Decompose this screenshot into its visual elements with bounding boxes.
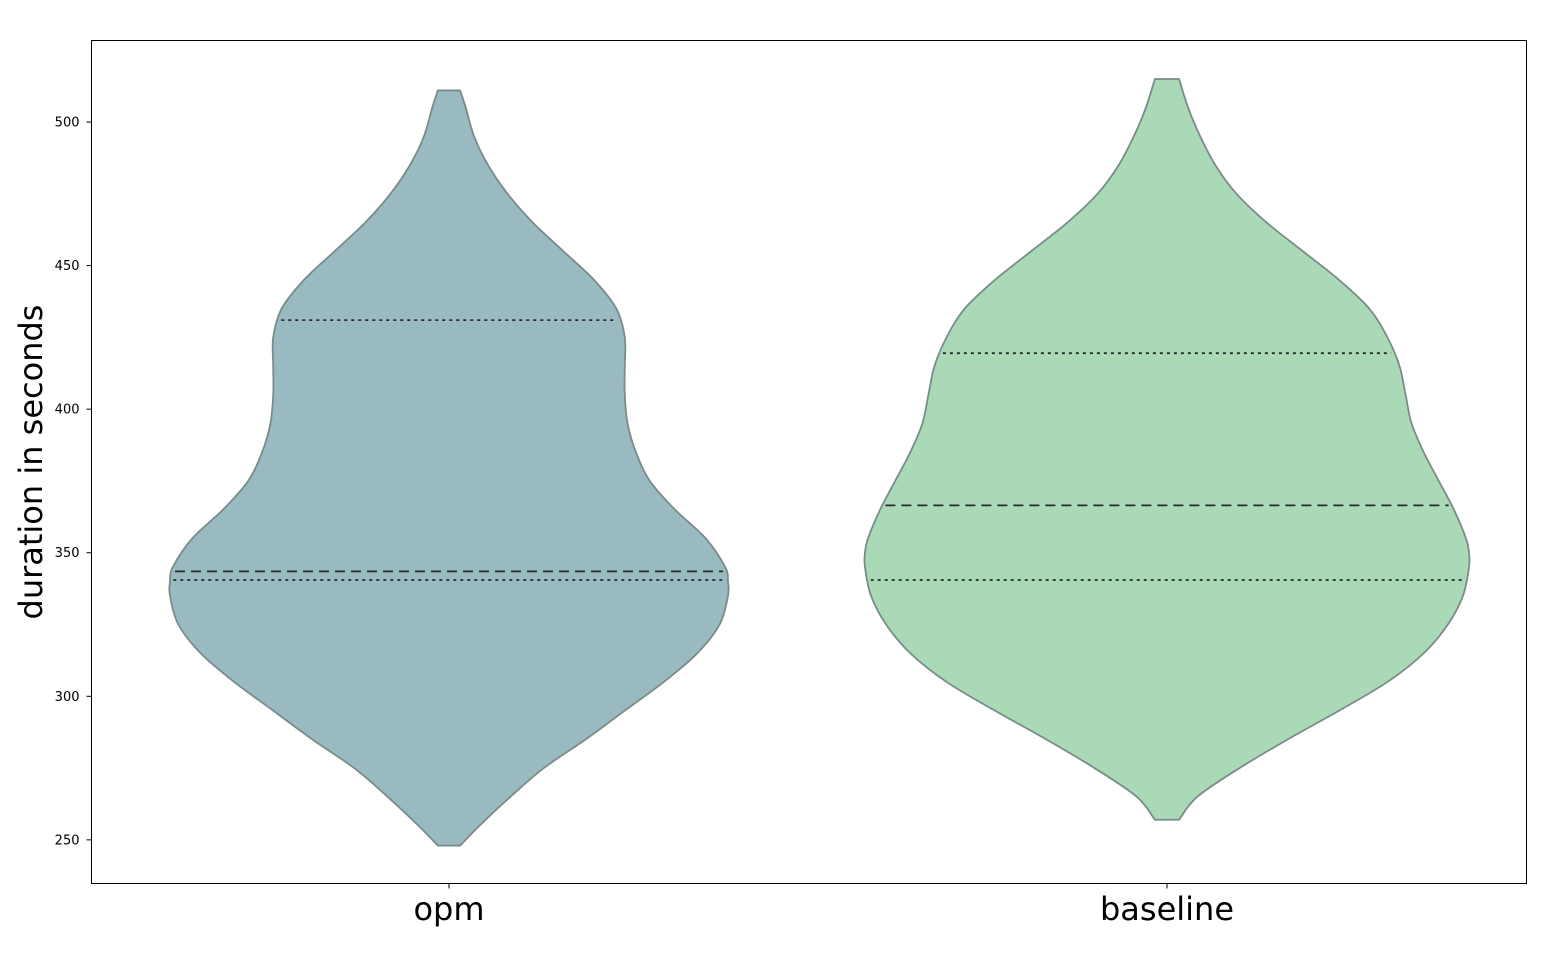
violin-baseline xyxy=(863,78,1471,821)
y-tick-label: 300 xyxy=(55,690,80,705)
y-tick-label: 350 xyxy=(55,546,80,561)
x-axis: opm baseline xyxy=(413,883,1234,928)
quartile-lines-layer xyxy=(173,319,1464,581)
violin-opm xyxy=(168,89,730,847)
y-tick-label: 400 xyxy=(55,403,80,418)
y-tick-label: 250 xyxy=(55,833,80,848)
plot-frame xyxy=(91,40,1527,884)
x-tick-label-baseline: baseline xyxy=(1100,890,1234,928)
y-tick-label: 500 xyxy=(55,116,80,131)
y-tick-label: 450 xyxy=(55,259,80,274)
y-axis: 250 300 350 400 450 500 xyxy=(55,116,92,848)
x-tick-label-opm: opm xyxy=(413,890,484,928)
violins-layer xyxy=(168,78,1471,847)
y-axis-title: duration in seconds xyxy=(12,305,50,620)
